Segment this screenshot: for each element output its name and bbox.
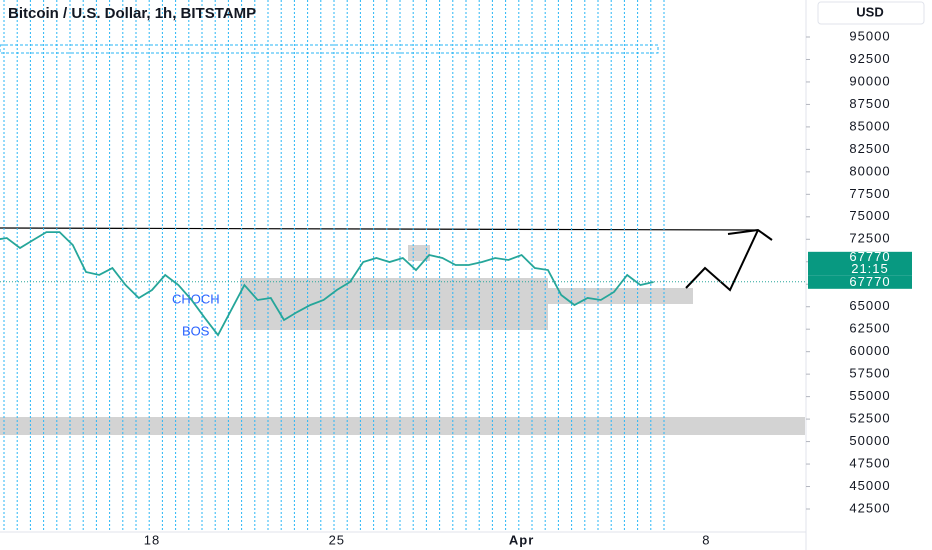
projection [685, 229, 759, 292]
currency-box [817, 1, 925, 25]
y-tick-label: 50000 [849, 433, 890, 448]
zone [240, 278, 548, 330]
chart-title: Bitcoin / U.S. Dollar, 1h, BITSTAMP [8, 5, 256, 22]
y-tick-label: 82500 [849, 141, 890, 156]
price-tag [808, 251, 912, 276]
x-tick-label: 18 [144, 532, 160, 547]
y-tick-label: 45000 [849, 478, 890, 493]
y-tick-label: 75000 [849, 208, 890, 223]
price-tag-label: 67770 [849, 274, 890, 289]
y-tick-label: 65000 [849, 298, 890, 313]
annotation: BOS [182, 323, 210, 338]
annotation: CHOCH [172, 291, 220, 306]
y-tick-label: 92500 [849, 51, 890, 66]
y-tick-label: 85000 [849, 118, 890, 133]
arrow-head [727, 228, 773, 241]
y-tick-label: 47500 [849, 455, 890, 470]
currency-label: USD [856, 4, 883, 19]
y-tick-label: 80000 [849, 163, 890, 178]
y-tick-label: 52500 [849, 411, 890, 426]
trend-line [0, 227, 759, 231]
countdown: 21:15 [851, 261, 889, 276]
y-tick-label: 55000 [849, 388, 890, 403]
y-tick-label: 42500 [849, 500, 890, 515]
x-tick-label: Apr [509, 532, 534, 547]
x-tick-label: 8 [702, 532, 710, 547]
y-tick-label: 87500 [849, 96, 890, 111]
marker-band [0, 44, 659, 54]
x-tick-label: 25 [329, 532, 345, 547]
y-tick-label: 57500 [849, 366, 890, 381]
drawings [0, 0, 805, 530]
y-tick-label: 95000 [849, 28, 890, 43]
y-tick-label: 62500 [849, 321, 890, 336]
y-tick-label: 77500 [849, 186, 890, 201]
y-tick-label: 72500 [849, 231, 890, 246]
price-tag [808, 275, 912, 289]
y-tick-label: 60000 [849, 343, 890, 358]
price-tag-label: 67770 [849, 249, 890, 264]
zone [0, 417, 805, 435]
price-line [0, 231, 654, 337]
y-tick-label: 90000 [849, 73, 890, 88]
